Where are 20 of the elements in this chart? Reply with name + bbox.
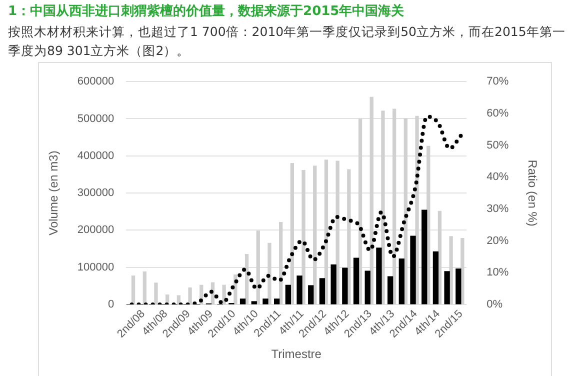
- y2-tick-label: 0%: [486, 298, 503, 311]
- y-tick-label: 100000: [77, 261, 114, 274]
- y2-tick-label: 30%: [486, 202, 509, 215]
- y-tick-label: 600000: [77, 76, 114, 88]
- y-tick-label: 200000: [77, 224, 114, 236]
- y-tick-label: 0: [108, 298, 114, 311]
- y2-tick-label: 10%: [486, 266, 509, 279]
- y2-tick-label: 70%: [486, 76, 509, 88]
- y2-axis-title: Ratio (en %): [525, 160, 540, 226]
- y2-tick-label: 20%: [486, 234, 509, 247]
- chart-title: 1：中国从西非进口刺猬紫檀的价值量，数据来源于2015年中国海关: [8, 2, 404, 20]
- y2-tick-label: 60%: [486, 107, 509, 120]
- chart-subtitle: 按照木材材积来计算，也超过了1 700倍：2010年第一季度仅记录到50立方米，而在2015年第一季度为89 301立方米（图2）。: [8, 23, 566, 60]
- y-tick-label: 400000: [77, 150, 114, 162]
- x-axis-title: Trimestre: [271, 347, 322, 362]
- y-tick-label: 500000: [77, 112, 114, 125]
- y-tick-label: 300000: [77, 187, 114, 200]
- y-axis-title: Volume (en m3): [46, 150, 61, 236]
- y2-tick-label: 50%: [486, 139, 509, 152]
- y2-tick-label: 40%: [486, 171, 509, 184]
